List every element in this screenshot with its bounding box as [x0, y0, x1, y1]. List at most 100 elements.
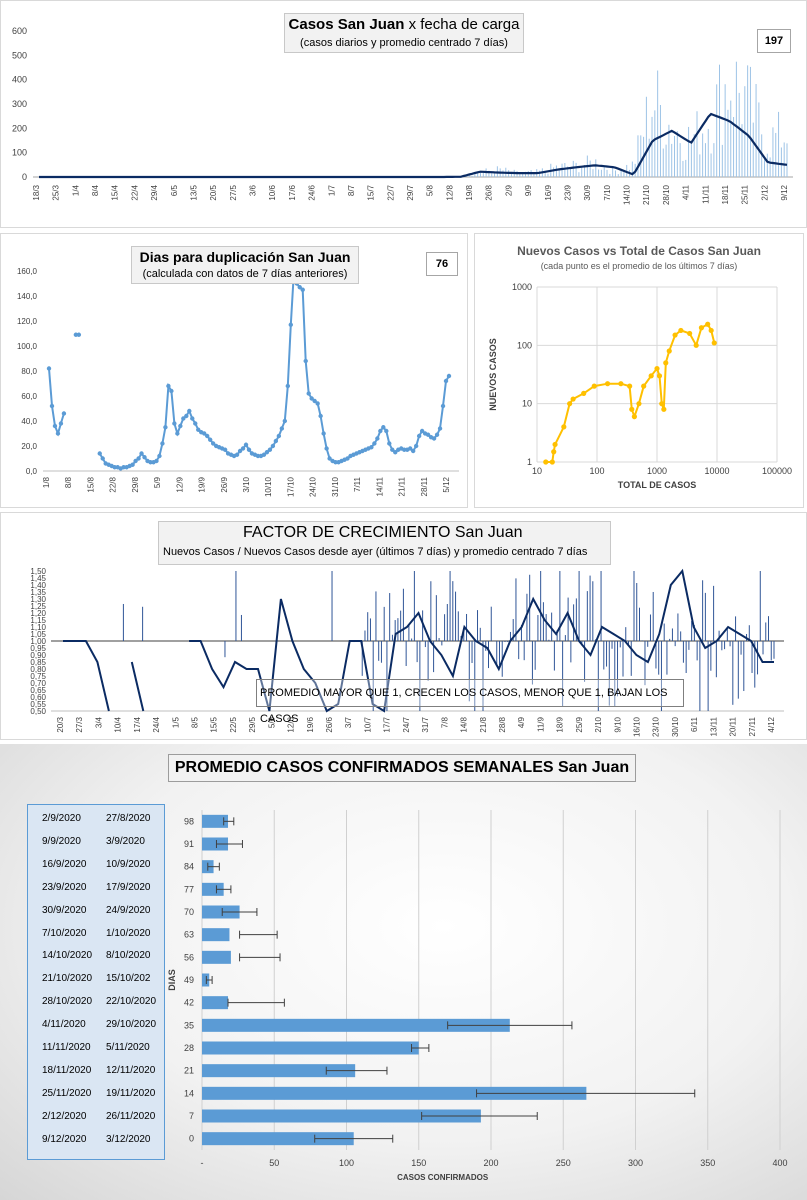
doubling-line — [48, 273, 450, 470]
y-tick-label: 10 — [522, 399, 532, 409]
x-tick-label: 29/5 — [248, 716, 257, 732]
x-tick-label: 22/8 — [109, 476, 118, 492]
doubling-point — [222, 447, 228, 452]
x-tick-label: 19/9 — [198, 476, 207, 492]
x-tick-label: 14/8 — [460, 716, 469, 732]
x-tick-label: 11/11 — [701, 184, 710, 203]
weekly-bar — [202, 1064, 356, 1078]
y-tick-label: 0,70 — [30, 679, 46, 688]
doubling-point — [288, 322, 293, 327]
y-tick-label: 140,0 — [17, 292, 38, 301]
week-start-date: 8/10/2020 — [106, 950, 151, 962]
y-tick-label: 100 — [517, 340, 532, 350]
doubling-point — [166, 383, 171, 389]
x-tick-label: 20/11 — [729, 716, 738, 736]
new-vs-total-panel: 1 10 100 1000 10 100 1000 10000 100000 NUEVOS CAS… — [474, 233, 804, 508]
x-tick-label: 21/11 — [398, 476, 407, 496]
y-tick-label: 1,15 — [30, 616, 46, 625]
x-tick-label: 22/5 — [229, 716, 238, 732]
x-tick-label: 23/9 — [563, 184, 572, 200]
x-tick-label: 400 — [772, 1158, 787, 1168]
scatter-point — [641, 383, 647, 389]
growth-factor-title-rest: San Juan — [450, 524, 523, 541]
x-tick-label: 30/9 — [583, 184, 592, 200]
y-tick-label: 84 — [184, 862, 194, 872]
week-end-date: 2/9/2020 — [42, 813, 81, 824]
doubling-point — [100, 456, 105, 461]
x-tick-label: 11/9 — [536, 716, 545, 732]
y-tick-label: 77 — [184, 884, 194, 894]
average-line — [63, 568, 774, 713]
doubling-point — [378, 428, 383, 434]
doubling-days-title-box: Dias para duplicación San Juan (calculad… — [131, 246, 359, 284]
doubling-point — [309, 396, 314, 401]
week-end-date: 18/11/2020 — [42, 1064, 92, 1076]
x-tick-label: 5/8 — [426, 184, 435, 196]
y-tick-label: 49 — [184, 975, 194, 985]
daily-cases-title-rest: x fecha de carga — [404, 16, 520, 33]
x-tick-label: 18/11 — [721, 184, 730, 204]
x-tick-label: 31/7 — [421, 716, 430, 732]
doubling-point — [205, 433, 210, 439]
scatter-point — [551, 449, 557, 455]
doubling-point — [169, 388, 174, 394]
x-tick-label: 15/5 — [210, 716, 219, 732]
y-tick-label: 28 — [184, 1043, 194, 1053]
x-tick-label: 2/9 — [504, 184, 513, 196]
y-tick-label: 35 — [184, 1020, 194, 1030]
y-tick-label: 0,60 — [30, 693, 46, 702]
doubling-point — [76, 332, 82, 337]
doubling-point — [273, 438, 279, 444]
doubling-point — [440, 403, 446, 409]
doubling-point — [240, 446, 246, 451]
x-tick-label: 5/12 — [442, 476, 451, 492]
x-tick-label: 1/5 — [171, 716, 180, 728]
week-start-date: 5/11/2020 — [106, 1042, 150, 1053]
x-axis-label: CASOS CONFIRMADOS — [397, 1173, 489, 1182]
doubling-days-chart: 160,0 140,0 120,0 100,0 80,0 60,0 40,0 20,0 0,0 1… — [17, 267, 459, 497]
doubling-point — [190, 416, 195, 421]
y-tick-label: 0,90 — [30, 651, 46, 660]
doubling-point — [434, 432, 440, 437]
y-tick-label: 100 — [12, 148, 27, 158]
week-end-date: 7/10/2020 — [42, 927, 87, 939]
x-tick-label: 17/7 — [383, 716, 392, 732]
y-tick-label: 0,0 — [26, 467, 38, 476]
y-tick-label: 100,0 — [17, 342, 38, 351]
y-tick-label: 1,20 — [30, 609, 46, 618]
x-tick-label: 26/6 — [325, 716, 334, 732]
doubling-point — [410, 448, 416, 454]
y-tick-label: 120,0 — [17, 317, 38, 326]
doubling-point — [375, 436, 380, 441]
doubling-days-panel: 160,0 140,0 120,0 100,0 80,0 60,0 40,0 20,0 0,0 1… — [0, 233, 468, 508]
x-tick-label: - — [201, 1158, 204, 1168]
x-tick-label: 2/10 — [594, 716, 603, 732]
x-tick-label: 7/10 — [603, 184, 612, 200]
y-tick-label: 200 — [12, 123, 27, 133]
x-tick-label: 13/5 — [189, 184, 198, 200]
doubling-point — [413, 443, 419, 449]
week-start-date: 22/10/2020 — [106, 996, 157, 1008]
x-tick-label: 28/8 — [498, 716, 507, 732]
doubling-point — [196, 427, 201, 432]
x-tick-label: 15/4 — [111, 184, 120, 200]
y-tick-label: 160,0 — [17, 267, 38, 276]
y-tick-label: 1000 — [512, 282, 532, 292]
doubling-point — [393, 450, 398, 455]
y-tick-label: 300 — [12, 99, 27, 109]
x-tick-label: 3/4 — [94, 716, 103, 728]
doubling-point — [163, 425, 168, 430]
doubling-point — [306, 391, 311, 396]
growth-factor-chart: 1,501,451,401,351,301,251,201,151,101,05… — [30, 567, 784, 737]
y-tick-label: 1,00 — [30, 637, 46, 646]
y-tick-label: 7 — [189, 1111, 194, 1121]
week-end-date: 4/11/2020 — [42, 1019, 86, 1031]
scatter-point — [687, 330, 693, 337]
y-tick-label: 1,35 — [30, 588, 46, 597]
scatter-point — [656, 373, 663, 379]
x-tick-label: 12/6 — [287, 716, 296, 732]
week-end-date: 25/11/2020 — [42, 1087, 92, 1099]
growth-factor-panel: 1,50 1,45 1,40 1,35 1,30 1,25 1,20 1,15 1,10 1,05… — [0, 512, 807, 740]
x-tick-label: 19/8 — [465, 184, 474, 200]
week-start-date: 1/10/2020 — [106, 927, 151, 939]
